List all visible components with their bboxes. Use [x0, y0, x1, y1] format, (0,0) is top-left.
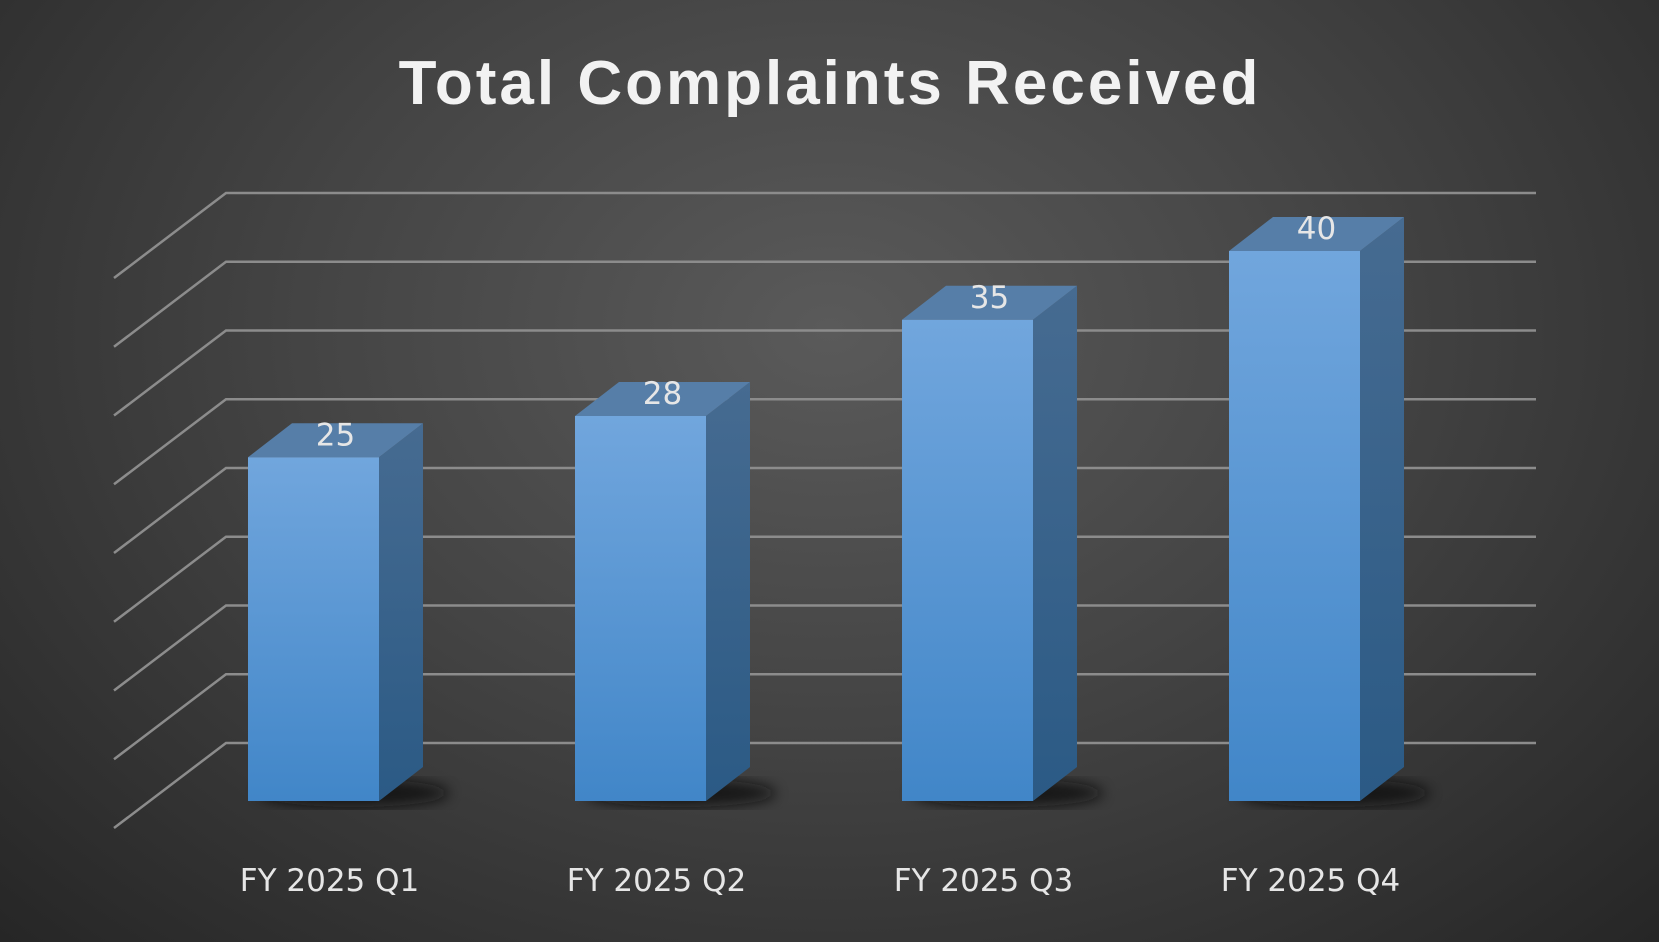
data-label: 40 — [1297, 211, 1336, 247]
bar-4 — [1229, 217, 1430, 807]
bars — [248, 217, 1430, 807]
gridline — [113, 398, 1536, 486]
x-tick-label: FY 2025 Q3 — [894, 863, 1074, 899]
bar-side — [1360, 217, 1404, 801]
bar-side — [706, 382, 750, 801]
bar-top — [902, 285, 1077, 320]
gridline — [113, 741, 1536, 829]
bar-2 — [575, 382, 776, 807]
x-tick-label: FY 2025 Q4 — [1221, 863, 1401, 899]
bar-3 — [902, 285, 1103, 807]
data-label: 25 — [316, 417, 355, 453]
chart-title: Total Complaints Received — [399, 49, 1262, 118]
gridline — [113, 260, 1536, 348]
bar-front — [248, 457, 379, 801]
bar-top — [1229, 217, 1404, 251]
bar-front — [902, 319, 1033, 801]
data-label: 28 — [643, 376, 682, 412]
bar-side — [379, 423, 423, 801]
gridline — [113, 466, 1536, 554]
data-label: 35 — [970, 280, 1009, 316]
gridline — [113, 604, 1536, 692]
x-tick-label: FY 2025 Q1 — [240, 863, 420, 899]
gridlines — [113, 191, 1536, 829]
gridline — [113, 673, 1536, 761]
bar-1 — [248, 423, 449, 807]
bar-top — [248, 423, 423, 458]
x-tick-label: FY 2025 Q2 — [567, 863, 747, 899]
bar-front — [575, 416, 706, 801]
gridline — [113, 535, 1536, 623]
bar-top — [575, 382, 750, 416]
gridline — [113, 329, 1536, 417]
bar-side — [1033, 285, 1077, 801]
gridline — [113, 191, 1536, 279]
bar-front — [1229, 251, 1360, 801]
